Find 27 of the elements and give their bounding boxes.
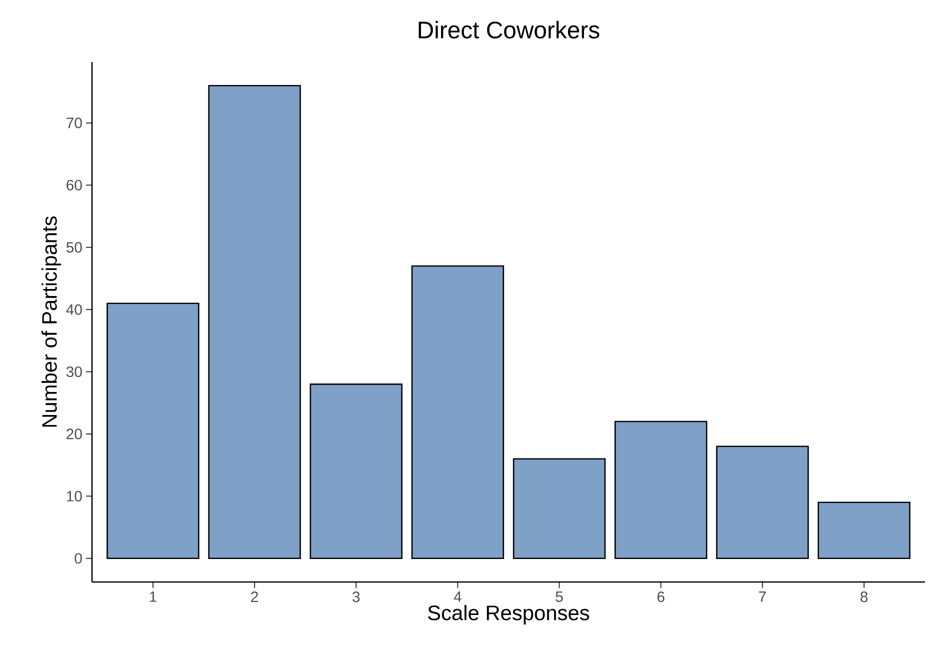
y-tick-label: 20 xyxy=(66,428,82,440)
y-tick-label: 60 xyxy=(66,180,82,190)
bar xyxy=(614,420,708,560)
x-tick-label: 4 xyxy=(454,592,462,602)
x-tick-label: 1 xyxy=(150,592,156,602)
bar xyxy=(512,458,606,560)
x-tick-label: 3 xyxy=(352,592,360,602)
bar xyxy=(310,384,402,560)
bar xyxy=(818,502,910,560)
x-axis-title: Scale Responses xyxy=(428,604,590,624)
bar xyxy=(716,446,809,560)
x-tick-label: 8 xyxy=(860,592,868,602)
chart-title: Direct Coworkers xyxy=(418,20,600,38)
y-tick-label: 0 xyxy=(74,553,82,564)
bar xyxy=(208,84,301,560)
x-tick-label: 7 xyxy=(759,592,766,602)
bar xyxy=(106,302,200,560)
bar xyxy=(411,265,504,560)
x-tick-label: 6 xyxy=(657,592,664,602)
y-tick-label: 40 xyxy=(66,304,82,315)
y-axis-title: Number of Participants xyxy=(42,216,62,427)
y-tick-label: 10 xyxy=(66,490,82,502)
y-tick-label: 50 xyxy=(66,242,82,253)
x-tick-label: 5 xyxy=(556,592,563,602)
x-tick-label: 2 xyxy=(251,592,258,602)
y-tick-label: 30 xyxy=(66,366,82,378)
y-tick-label: 70 xyxy=(66,118,82,128)
